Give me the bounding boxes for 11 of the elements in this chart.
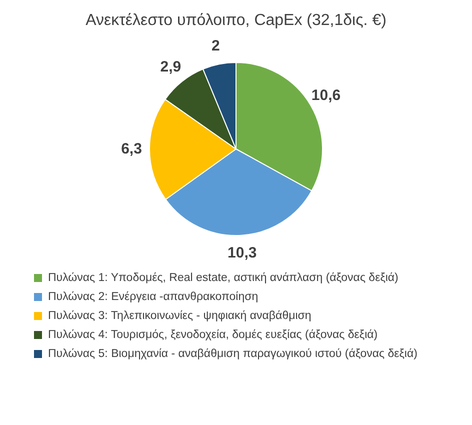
data-label: 2,9 xyxy=(160,58,182,76)
legend-label: Πυλώνας 5: Βιομηχανία - αναβάθμιση παραγωγικού ιστού (άξονας δεξιά) xyxy=(48,348,418,360)
legend-label: Πυλώνας 3: Τηλεπικοινωνίες - ψηφιακή αναβάθμιση xyxy=(48,310,312,322)
legend-label: Πυλώνας 2: Ενέργεια -απανθρακοποίηση xyxy=(48,290,258,302)
data-label: 6,3 xyxy=(121,140,142,158)
legend-label: Πυλώνας 4: Τουρισμός, ξενοδοχεία, δομές ευεξίας (άξονας δεξιά) xyxy=(48,328,378,340)
data-label: 10,3 xyxy=(228,244,257,262)
data-label: 10,6 xyxy=(311,87,341,104)
chart-title: Ανεκτέλεστο υπόλοιπο, CapEx (32,1δις. €) xyxy=(84,12,388,31)
data-label: 2 xyxy=(212,38,220,55)
legend-label: Πυλώνας 1: Υποδομές, Real estate, αστική ανάπλαση (άξονας δεξιά) xyxy=(48,272,398,284)
